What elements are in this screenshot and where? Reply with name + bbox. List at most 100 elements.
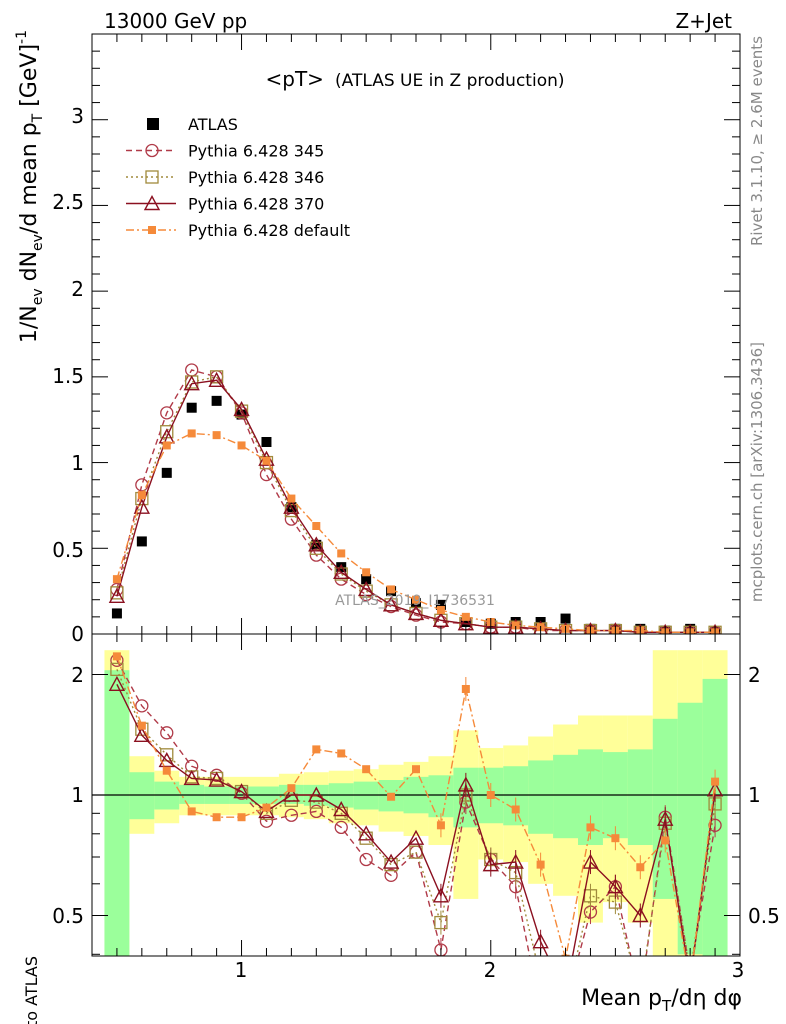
series-marker <box>137 491 146 500</box>
series-marker <box>133 726 151 742</box>
ratio-y-tick-label-right: 1 <box>748 783 761 807</box>
data-point <box>460 617 471 627</box>
green-band-bin <box>528 760 554 834</box>
data-point <box>161 467 172 478</box>
series-marker <box>234 404 249 418</box>
series-marker <box>607 878 624 894</box>
series-marker <box>148 226 156 234</box>
green-band-bin <box>129 772 155 820</box>
series-marker <box>560 998 572 1010</box>
series-marker <box>382 596 400 612</box>
series-marker <box>357 825 375 841</box>
series-marker <box>183 375 200 391</box>
legend-label: Pythia 6.428 345 <box>188 142 324 161</box>
legend: ATLAS Pythia 6.428 345 Pythia 6.428 346 Pyt… <box>126 115 350 240</box>
series-marker <box>657 810 674 826</box>
legend-item-p370: Pythia 6.428 370 <box>126 195 324 214</box>
series-marker <box>237 441 246 450</box>
ratio-y-tick-label-right: 2 <box>748 663 761 687</box>
series-marker <box>233 400 250 417</box>
series-marker <box>387 792 396 801</box>
series-marker <box>208 371 225 387</box>
series-marker <box>334 567 348 581</box>
watermark: ATLAS_2019_I1736531 <box>335 593 495 609</box>
plot-title-main: <pT> <box>266 67 324 91</box>
legend-label: Pythia 6.428 370 <box>188 195 324 214</box>
green-band-bin <box>179 784 205 804</box>
ratio-uncertainty-bands <box>104 650 728 956</box>
legend-item-pdef: Pythia 6.428 default <box>126 221 350 240</box>
series-marker <box>212 431 221 440</box>
legend-label: ATLAS <box>188 115 238 134</box>
series-marker <box>432 887 450 903</box>
series-marker <box>110 586 124 600</box>
series-marker <box>362 765 371 774</box>
series-marker <box>237 813 246 822</box>
series-marker <box>309 795 323 809</box>
legend-item-data: ATLAS <box>147 115 238 134</box>
series-marker <box>611 834 620 843</box>
series-marker <box>162 766 171 775</box>
series-marker <box>461 612 470 621</box>
plot-title: <pT> (ATLAS UE in Z production) <box>266 67 565 91</box>
series-marker <box>559 986 573 999</box>
series-marker <box>661 836 670 845</box>
series-marker <box>284 808 299 822</box>
series-marker <box>434 915 448 930</box>
rivet-version-label: Rivet 3.1.10, ≥ 2.6M events <box>748 36 766 246</box>
series-marker <box>684 967 696 979</box>
series-marker <box>706 781 724 797</box>
series-marker <box>486 791 495 799</box>
legend-label: Pythia 6.428 default <box>188 221 350 240</box>
series-marker <box>135 478 149 492</box>
series-marker <box>337 749 346 758</box>
series-marker <box>560 998 572 1010</box>
series-marker <box>636 863 645 872</box>
series-marker <box>308 536 325 552</box>
series-marker <box>586 823 595 832</box>
series-marker <box>382 853 400 869</box>
series-marker <box>535 972 547 984</box>
ratio-plot-area <box>108 652 724 1016</box>
data-point <box>186 402 197 413</box>
series-marker <box>143 195 161 211</box>
green-band-bin <box>627 749 653 846</box>
y-tick-label: 0.5 <box>52 538 84 562</box>
series-marker <box>384 857 398 872</box>
y-tick-label: 3 <box>71 104 84 128</box>
series-marker <box>412 765 420 774</box>
series-marker <box>684 967 696 979</box>
x-tick-label: 1 <box>235 958 248 982</box>
series-marker <box>711 777 720 786</box>
series-marker <box>287 494 296 503</box>
series-marker <box>387 585 396 594</box>
ratio-y-tick-label: 2 <box>71 663 84 687</box>
series-marker <box>209 370 224 384</box>
data-point <box>336 562 347 573</box>
series-marker <box>283 498 300 514</box>
data-point <box>111 608 122 619</box>
series-marker <box>436 606 445 614</box>
series-marker <box>160 726 174 740</box>
green-band-bin <box>553 754 578 839</box>
ratio-series-pdef <box>112 652 720 956</box>
series-marker <box>233 783 250 799</box>
ratio-y-tick-label: 1 <box>71 783 84 807</box>
series-marker <box>287 784 296 793</box>
series-marker <box>312 522 321 530</box>
series-marker <box>532 933 549 949</box>
ratio-y-tick-label-right: 0.5 <box>748 904 780 928</box>
y-tick-label: 1.5 <box>52 364 84 388</box>
series-marker <box>507 853 524 869</box>
series-marker <box>535 1004 547 1016</box>
series-marker <box>259 467 274 482</box>
green-band-bin <box>428 775 454 818</box>
data-point <box>211 395 222 406</box>
series-marker <box>407 829 425 845</box>
y-axis-label: 1/Nev dNev/d mean pT [GeV]-1 <box>14 30 46 343</box>
series-marker <box>333 563 350 579</box>
legend-item-p345: Pythia 6.428 345 <box>126 142 324 161</box>
series-marker <box>187 429 196 438</box>
series-marker <box>632 907 649 923</box>
green-band-bin <box>104 670 130 956</box>
